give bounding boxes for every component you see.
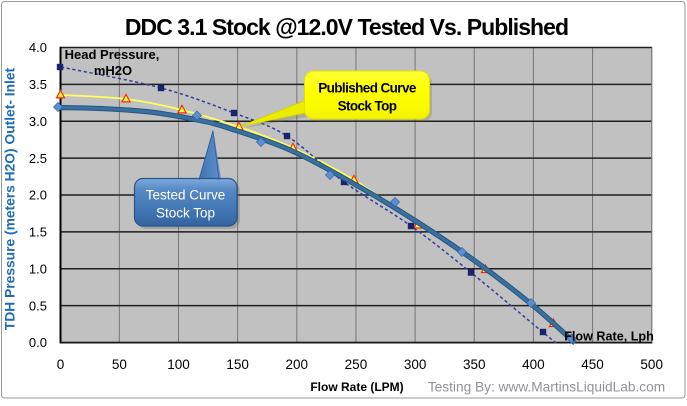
svg-text:3.0: 3.0 xyxy=(29,114,47,129)
svg-text:Head Pressure,: Head Pressure, xyxy=(65,47,160,62)
svg-text:Stock Top: Stock Top xyxy=(338,99,397,114)
svg-text:300: 300 xyxy=(404,357,427,372)
svg-text:3.5: 3.5 xyxy=(29,77,47,92)
svg-text:500: 500 xyxy=(640,357,663,372)
svg-text:Stock Top: Stock Top xyxy=(156,206,215,221)
svg-text:200: 200 xyxy=(286,357,309,372)
svg-text:2.5: 2.5 xyxy=(29,151,47,166)
svg-text:Flow Rate (LPM): Flow Rate (LPM) xyxy=(310,380,403,394)
svg-text:0.0: 0.0 xyxy=(29,335,47,350)
svg-text:100: 100 xyxy=(167,357,190,372)
svg-text:50: 50 xyxy=(112,357,127,372)
svg-text:Flow Rate, Lph: Flow Rate, Lph xyxy=(564,330,654,344)
svg-text:mH2O: mH2O xyxy=(94,63,132,78)
svg-text:2.0: 2.0 xyxy=(29,188,47,203)
svg-text:4.0: 4.0 xyxy=(29,40,47,55)
svg-text:Testing By: www.MartinsLiquidL: Testing By: www.MartinsLiquidLab.com xyxy=(428,380,665,395)
svg-text:400: 400 xyxy=(522,357,545,372)
svg-text:0.5: 0.5 xyxy=(29,299,47,314)
svg-text:TDH Pressure (meters H2O) Out: TDH Pressure (meters H2O) Outlet- Inlet xyxy=(3,67,18,330)
svg-text:Published Curve: Published Curve xyxy=(318,81,417,96)
svg-text:1.0: 1.0 xyxy=(29,262,47,277)
svg-text:0: 0 xyxy=(57,357,65,372)
svg-text:250: 250 xyxy=(345,357,368,372)
svg-text:150: 150 xyxy=(226,357,249,372)
svg-text:Tested Curve: Tested Curve xyxy=(146,188,226,203)
svg-text:450: 450 xyxy=(581,357,604,372)
svg-text:1.5: 1.5 xyxy=(29,225,47,240)
svg-text:DDC 3.1 Stock @12.0V Tested Vs: DDC 3.1 Stock @12.0V Tested Vs. Publishe… xyxy=(125,14,568,40)
svg-text:350: 350 xyxy=(463,357,486,372)
